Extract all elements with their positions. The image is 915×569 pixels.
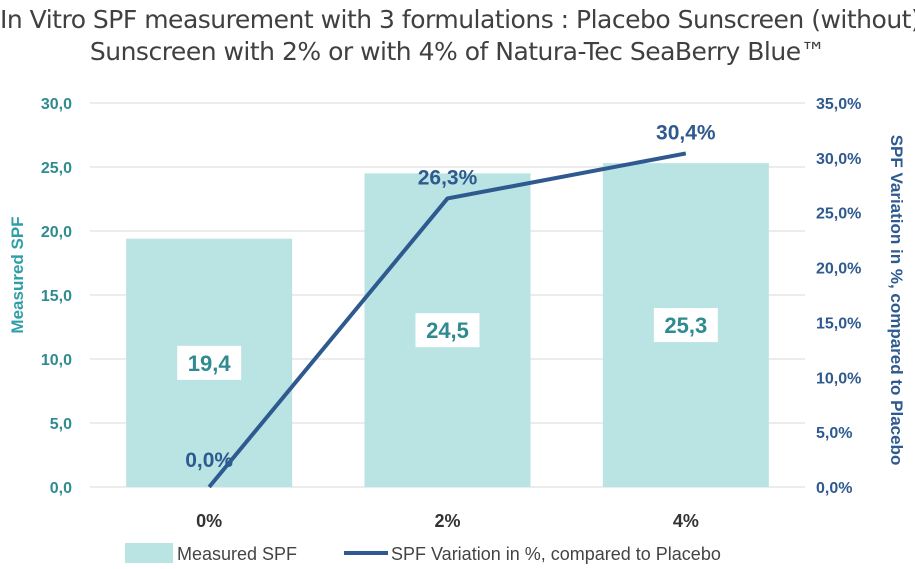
bar-label-box <box>177 345 242 380</box>
chart-title-line-2: Sunscreen with 2% or with 4% of Natura-T… <box>89 37 826 66</box>
category-label: 0% <box>196 511 222 531</box>
left-tick-label: 0,0 <box>50 480 72 497</box>
bar-data-label: 25,3 <box>664 313 707 338</box>
line-path <box>207 151 687 489</box>
bar-label-box <box>415 313 480 348</box>
line-data-label: 26,3% <box>418 166 478 189</box>
left-tick-label: 10,0 <box>41 352 72 369</box>
data-labels: 19,4 24,5 25,3 0,0% 26,3% 30,4% <box>177 121 718 472</box>
category-label: 4% <box>673 511 699 531</box>
category-label: 2% <box>434 511 460 531</box>
line-data-label: 30,4% <box>656 121 716 144</box>
left-axis-title: Measured SPF <box>8 216 27 333</box>
left-axis-ticks: 0,0 5,0 10,0 15,0 20,0 25,0 30,0 <box>41 96 72 497</box>
legend-swatch-bar <box>125 543 173 563</box>
right-tick-label: 20,0% <box>816 261 861 278</box>
right-tick-label: 30,0% <box>816 151 861 168</box>
left-tick-label: 15,0 <box>41 288 72 305</box>
right-tick-label: 25,0% <box>816 206 861 223</box>
line-data-label: 0,0% <box>185 449 233 472</box>
bar-label-box <box>653 308 718 343</box>
left-tick-label: 5,0 <box>50 416 72 433</box>
bar-data-label: 19,4 <box>188 351 232 376</box>
right-tick-label: 10,0% <box>816 370 861 387</box>
bar-data-label: 24,5 <box>426 318 469 343</box>
right-tick-label: 5,0% <box>816 425 852 442</box>
category-axis: 0% 2% 4% <box>196 511 699 531</box>
chart-title: In Vitro SPF measurement with 3 formulat… <box>0 4 915 68</box>
right-tick-label: 35,0% <box>816 96 861 113</box>
line-series <box>207 151 687 489</box>
left-tick-label: 25,0 <box>41 160 72 177</box>
right-tick-label: 0,0% <box>816 480 852 497</box>
left-tick-label: 20,0 <box>41 224 72 241</box>
chart-title-line-1: In Vitro SPF measurement with 3 formulat… <box>0 5 915 34</box>
legend-label-line: SPF Variation in %, compared to Placebo <box>391 544 721 564</box>
left-tick-label: 30,0 <box>41 96 72 113</box>
right-axis-title: SPF Variation in %, compared to Placebo <box>887 135 906 466</box>
right-tick-label: 15,0% <box>816 315 861 332</box>
legend-label-bar: Measured SPF <box>177 544 297 564</box>
right-axis-ticks: 0,0% 5,0% 10,0% 15,0% 20,0% 25,0% 30,0% 35,0% <box>816 96 861 497</box>
legend: Measured SPF SPF Variation in %, compare… <box>125 543 721 564</box>
